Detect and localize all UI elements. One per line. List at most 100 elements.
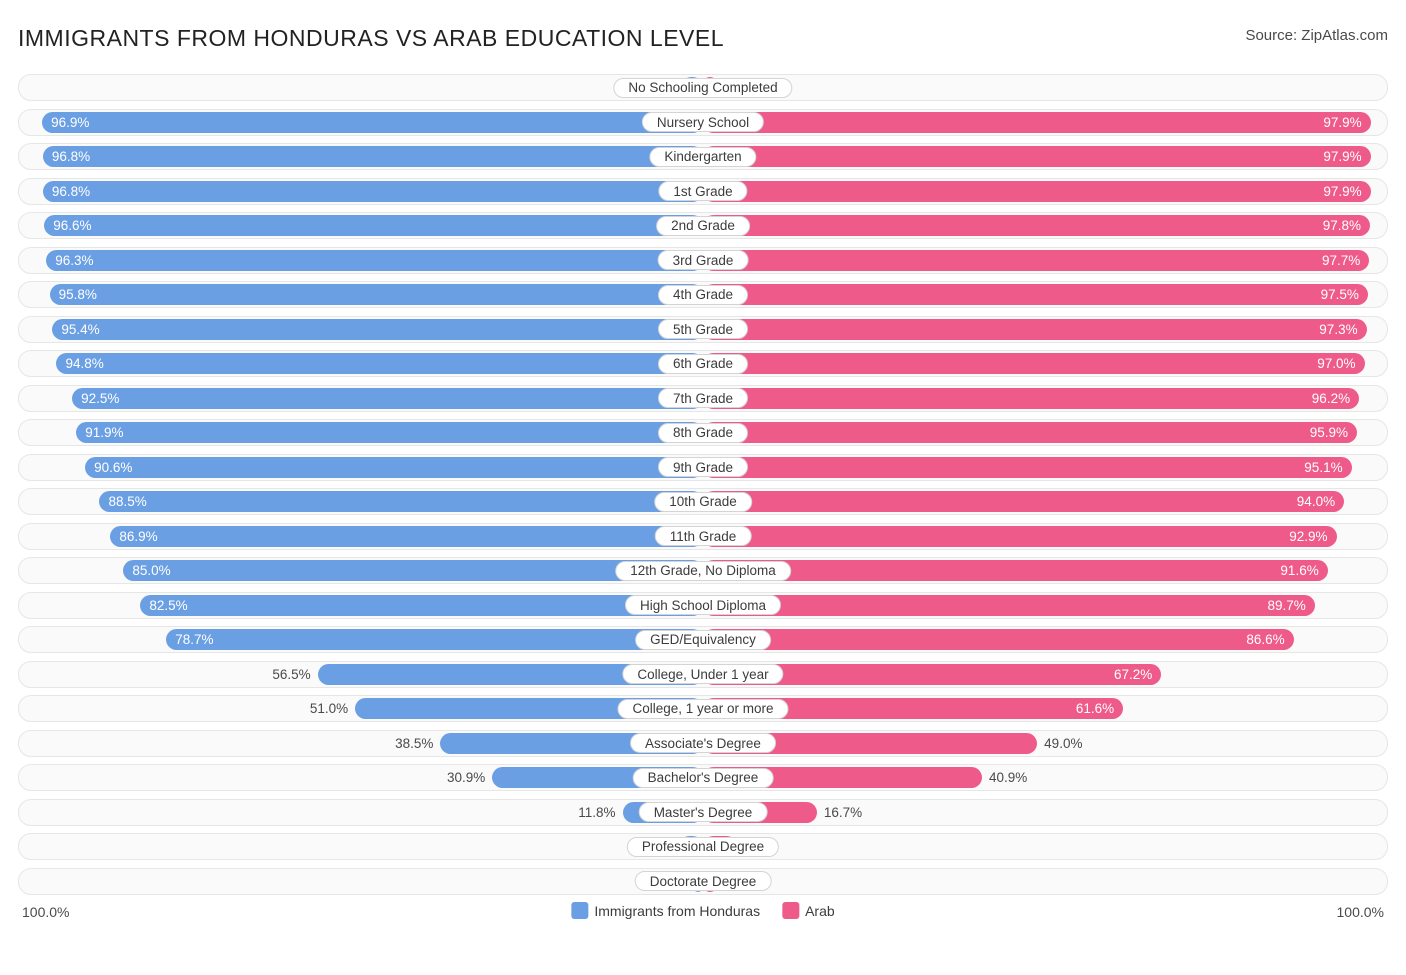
source-attribution: Source: ZipAtlas.com: [1245, 27, 1388, 44]
bar-right: 97.5%: [703, 284, 1368, 305]
row-category-label: College, Under 1 year: [622, 664, 783, 684]
bar-left: 96.3%: [46, 250, 703, 271]
bar-left: 90.6%: [85, 457, 703, 478]
row-category-label: Kindergarten: [649, 147, 756, 167]
chart-row: 95.4%97.3%5th Grade: [18, 316, 1388, 343]
chart-row: 56.5%67.2%College, Under 1 year: [18, 661, 1388, 688]
bar-left-value: 86.9%: [119, 529, 157, 544]
x-axis-right-max: 100.0%: [1337, 904, 1384, 920]
row-category-label: College, 1 year or more: [617, 699, 788, 719]
row-category-label: GED/Equivalency: [635, 630, 771, 650]
bar-left-value: 30.9%: [447, 767, 492, 788]
chart-row: 96.3% 97.7% 3rd Grade: [18, 247, 1388, 274]
bar-right-value: 97.9%: [1323, 149, 1361, 164]
bar-left-value: 94.8%: [65, 356, 103, 371]
bar-right-value: 95.1%: [1304, 460, 1342, 475]
chart-row: 96.8% 97.9% 1st Grade: [18, 178, 1388, 205]
bar-right-value: 96.2%: [1312, 391, 1350, 406]
bar-left-value: 96.6%: [53, 218, 91, 233]
row-category-label: 3rd Grade: [658, 250, 749, 270]
row-category-label: 11th Grade: [655, 526, 752, 546]
legend: Immigrants from Honduras Arab: [571, 902, 834, 919]
bar-left-value: 82.5%: [149, 598, 187, 613]
chart-row: 11.8%16.7%Master's Degree: [18, 799, 1388, 826]
chart-row: 88.5%94.0%10th Grade: [18, 488, 1388, 515]
bar-right-value: 49.0%: [1037, 733, 1082, 754]
bar-right-value: 89.7%: [1267, 598, 1305, 613]
bar-right: 92.9%: [703, 526, 1337, 547]
chart-row: 38.5% 49.0% Associate's Degree: [18, 730, 1388, 757]
bar-left-value: 78.7%: [175, 632, 213, 647]
chart-row: 1.4%2.1%Doctorate Degree: [18, 868, 1388, 895]
chart-footer: 100.0% Immigrants from Honduras Arab 100…: [18, 902, 1388, 930]
legend-label-right: Arab: [805, 903, 835, 919]
chart-row: 3.2%2.1%No Schooling Completed: [18, 74, 1388, 101]
bar-right: 86.6%: [703, 629, 1294, 650]
bar-left-value: 95.8%: [59, 287, 97, 302]
chart-row: 86.9% 92.9%11th Grade: [18, 523, 1388, 550]
bar-right-value: 91.6%: [1280, 563, 1318, 578]
bar-right: 94.0%: [703, 491, 1344, 512]
bar-left-value: 96.8%: [52, 184, 90, 199]
bar-left-value: 96.8%: [52, 149, 90, 164]
bar-right-value: 95.9%: [1310, 425, 1348, 440]
bar-right-value: 97.5%: [1321, 287, 1359, 302]
bar-right-value: 97.0%: [1317, 356, 1355, 371]
legend-swatch-left: [571, 902, 588, 919]
bar-right-value: 67.2%: [1114, 667, 1152, 682]
chart-title: IMMIGRANTS FROM HONDURAS VS ARAB EDUCATI…: [18, 25, 724, 52]
row-category-label: 4th Grade: [658, 285, 748, 305]
chart-row: 3.5%5.0%Professional Degree: [18, 833, 1388, 860]
row-category-label: 1st Grade: [658, 181, 747, 201]
row-category-label: Nursery School: [642, 112, 764, 132]
bar-left: 94.8%: [56, 353, 703, 374]
bar-right-value: 61.6%: [1076, 701, 1114, 716]
bar-right: 97.9%: [703, 181, 1371, 202]
bar-right: 91.6%: [703, 560, 1328, 581]
bar-left-value: 38.5%: [395, 733, 440, 754]
row-category-label: 2nd Grade: [656, 216, 750, 236]
bar-right: 97.9%: [703, 146, 1371, 167]
chart-row: 30.9% 40.9% Bachelor's Degree: [18, 764, 1388, 791]
bar-right-value: 86.6%: [1246, 632, 1284, 647]
bar-left-value: 96.9%: [51, 115, 89, 130]
bar-left-value: 51.0%: [310, 698, 355, 719]
bar-right: 97.0%: [703, 353, 1365, 374]
row-category-label: 5th Grade: [658, 319, 748, 339]
bar-right-value: 97.8%: [1323, 218, 1361, 233]
bar-left: 92.5%: [72, 388, 703, 409]
bar-right: 95.1%: [703, 457, 1352, 478]
row-category-label: 9th Grade: [658, 457, 748, 477]
chart-row: 91.9%95.9%8th Grade: [18, 419, 1388, 446]
row-category-label: Associate's Degree: [630, 733, 776, 753]
row-category-label: 7th Grade: [658, 388, 748, 408]
chart-row: 95.8% 97.5% 4th Grade: [18, 281, 1388, 308]
bar-right-value: 97.9%: [1323, 184, 1361, 199]
bar-right-value: 97.7%: [1322, 253, 1360, 268]
bar-right: 89.7%: [703, 595, 1315, 616]
bar-left: 82.5%: [140, 595, 703, 616]
chart-row: 96.9%97.9%Nursery School: [18, 109, 1388, 136]
row-category-label: Doctorate Degree: [635, 871, 772, 891]
bar-left-value: 92.5%: [81, 391, 119, 406]
bar-left: 91.9%: [76, 422, 703, 443]
bar-left: 88.5%: [99, 491, 703, 512]
bar-right-value: 40.9%: [982, 767, 1027, 788]
bar-left: 95.8%: [50, 284, 703, 305]
row-category-label: 10th Grade: [654, 492, 752, 512]
chart-row: 51.0% 61.6% College, 1 year or more: [18, 695, 1388, 722]
chart-row: 78.7% 86.6% GED/Equivalency: [18, 626, 1388, 653]
bar-left-value: 96.3%: [55, 253, 93, 268]
bar-left: 96.8%: [43, 181, 703, 202]
bar-left: 78.7%: [166, 629, 703, 650]
row-category-label: Bachelor's Degree: [633, 768, 774, 788]
legend-label-left: Immigrants from Honduras: [594, 903, 760, 919]
row-category-label: 6th Grade: [658, 354, 748, 374]
bar-left: 86.9%: [110, 526, 703, 547]
legend-item-left: Immigrants from Honduras: [571, 902, 760, 919]
row-category-label: Master's Degree: [639, 802, 768, 822]
bar-left-value: 90.6%: [94, 460, 132, 475]
legend-item-right: Arab: [782, 902, 835, 919]
chart-row: 94.8% 97.0% 6th Grade: [18, 350, 1388, 377]
row-category-label: Professional Degree: [627, 837, 779, 857]
